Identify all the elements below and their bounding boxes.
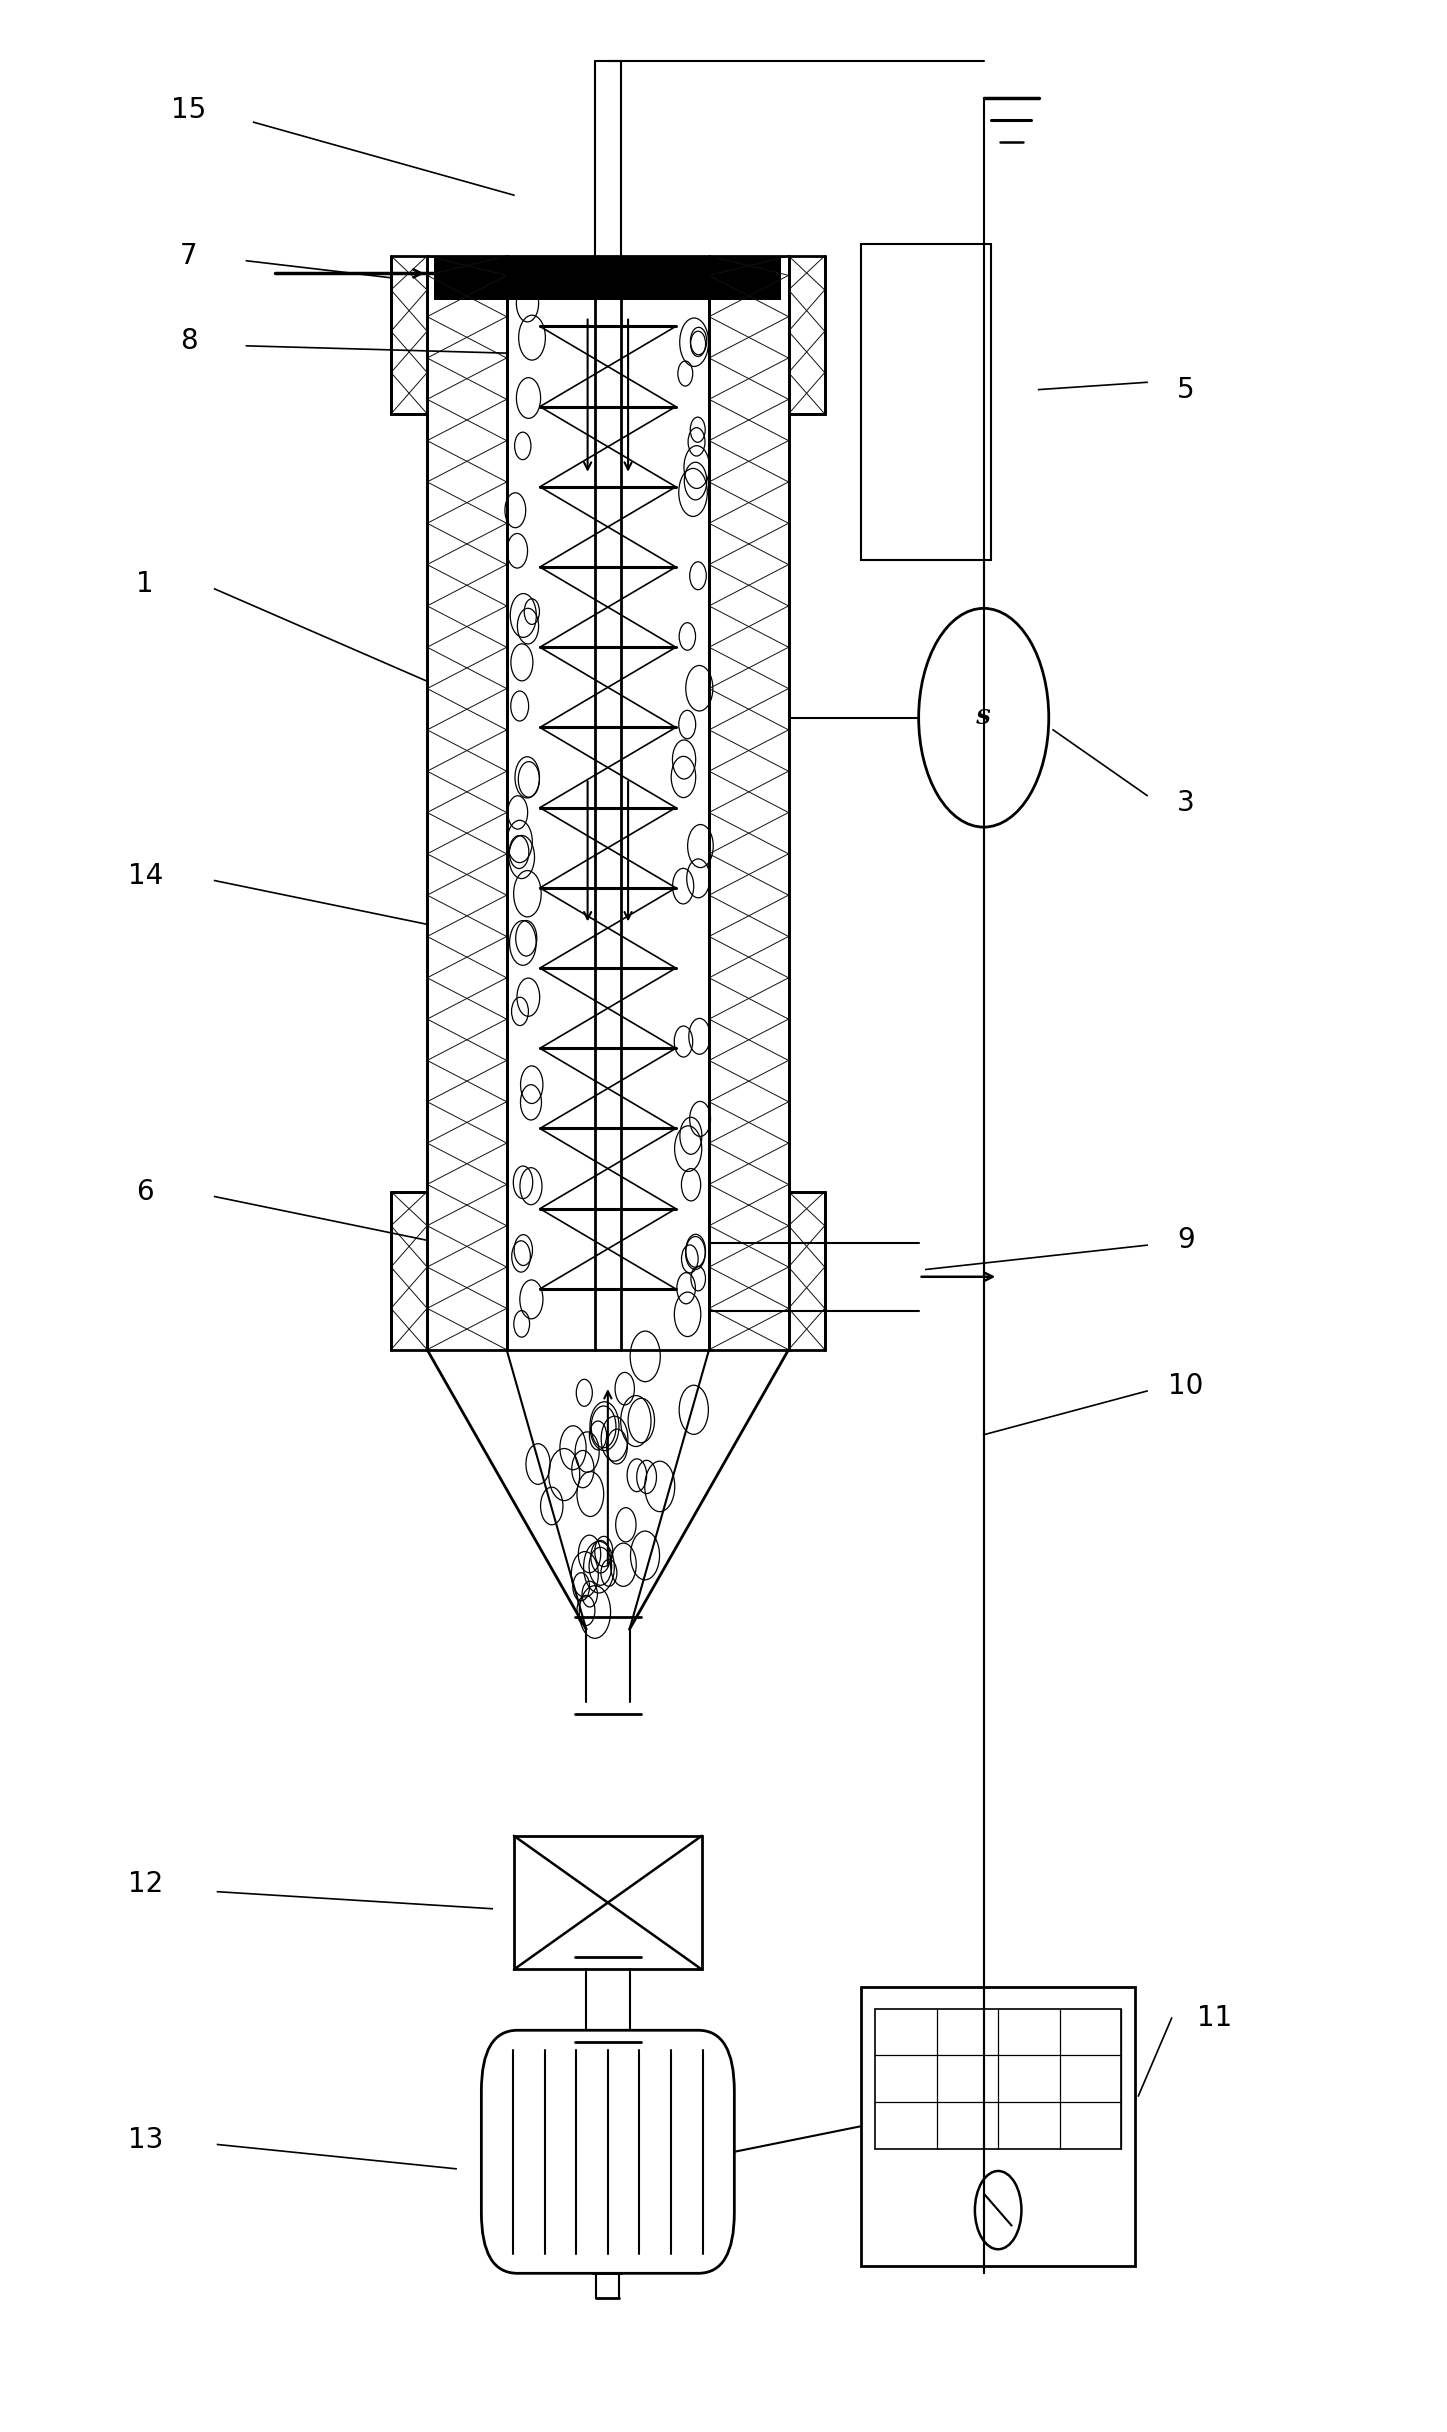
Text: 12: 12 xyxy=(127,1870,164,1899)
Text: 5: 5 xyxy=(1178,375,1195,404)
Text: 7: 7 xyxy=(179,241,197,270)
Text: 3: 3 xyxy=(1178,788,1195,817)
Bar xyxy=(875,2009,1121,2147)
Text: 8: 8 xyxy=(179,326,197,355)
Text: 10: 10 xyxy=(1168,1372,1204,1401)
Text: 6: 6 xyxy=(136,1177,153,1206)
Bar xyxy=(434,255,781,299)
Text: 13: 13 xyxy=(127,2126,164,2155)
Text: S: S xyxy=(977,708,991,727)
Text: 14: 14 xyxy=(127,861,164,890)
Bar xyxy=(514,1836,702,1970)
Text: 9: 9 xyxy=(1178,1226,1195,1255)
Text: 11: 11 xyxy=(1197,2004,1233,2033)
Text: 1: 1 xyxy=(136,569,153,598)
Text: 15: 15 xyxy=(171,97,207,124)
Bar xyxy=(861,1987,1136,2267)
Bar xyxy=(861,243,991,559)
FancyBboxPatch shape xyxy=(482,2031,734,2274)
